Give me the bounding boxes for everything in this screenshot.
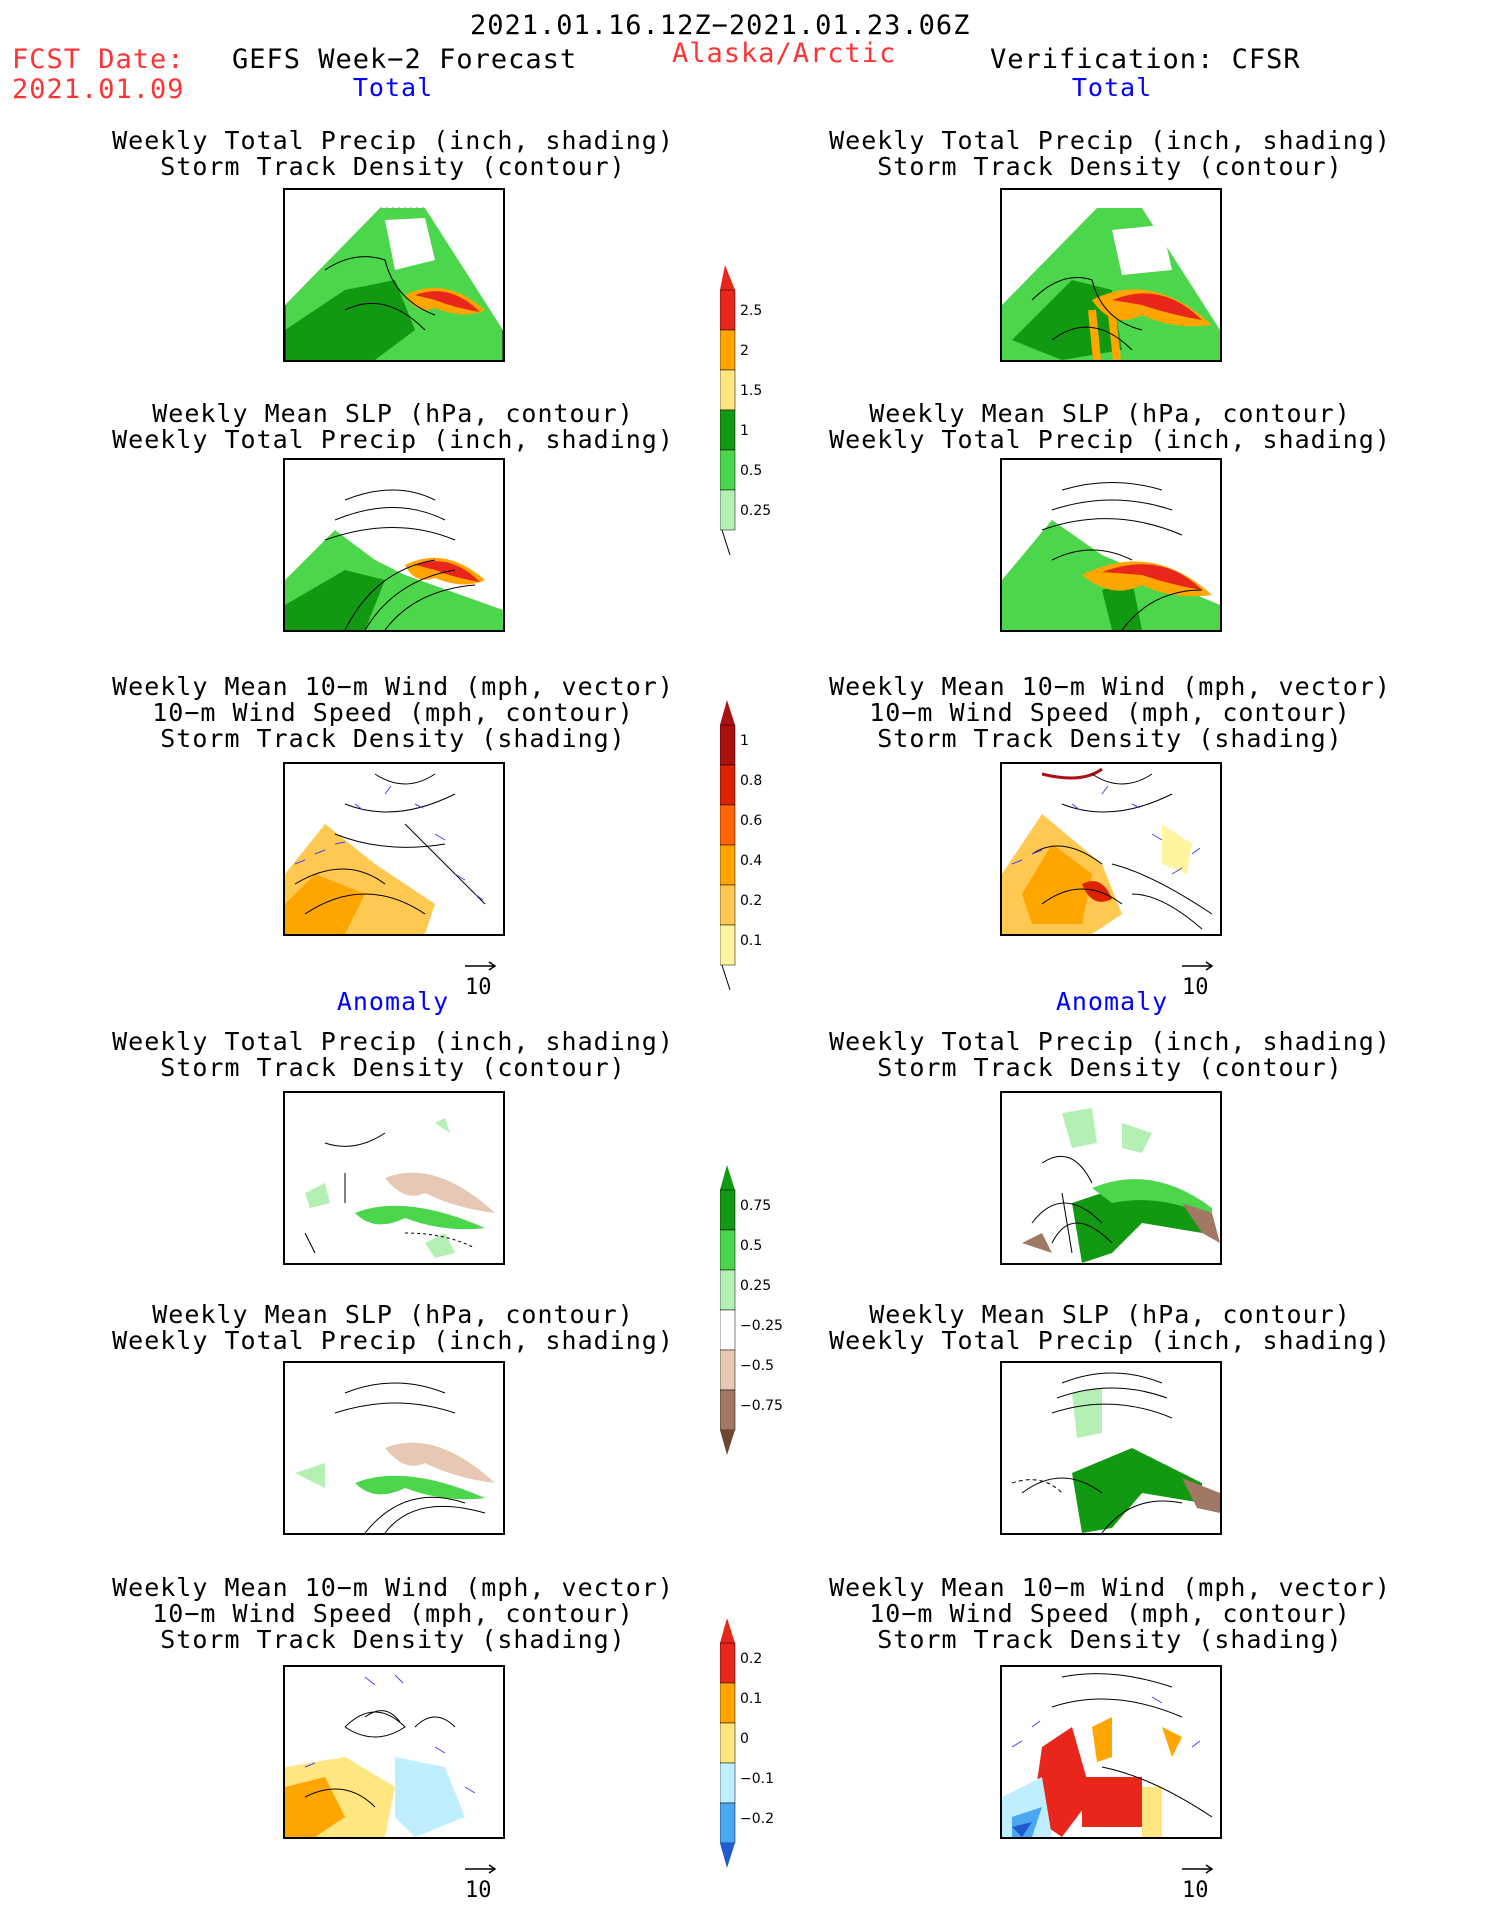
- panel-title-line: Weekly Mean 10−m Wind (mph, vector): [112, 672, 674, 701]
- colorbar-track-anom: 0.2 0.1 0 −0.1 −0.2: [720, 1618, 774, 1868]
- colorbar-tick: 0.1: [740, 933, 762, 949]
- map-anom-wind-gefs: [283, 1665, 505, 1839]
- map-total-wind-cfsr: [1000, 762, 1222, 936]
- vector-reference-label: 10: [465, 975, 492, 1000]
- colorbar-tick: 0.1: [740, 1691, 762, 1707]
- map-total-slp-gefs: [283, 458, 505, 632]
- panel-title-line: Weekly Mean SLP (hPa, contour): [152, 399, 634, 428]
- date-range-title: 2021.01.16.12Z−2021.01.23.06Z: [470, 10, 971, 41]
- panel-title-line: Weekly Total Precip (inch, shading): [829, 1326, 1391, 1355]
- panel-title-line: Weekly Mean 10−m Wind (mph, vector): [112, 1573, 674, 1602]
- section-total-right: Total: [1071, 73, 1153, 102]
- colorbar-tick: 0.6: [740, 813, 762, 829]
- colorbar-tick: 0.25: [740, 503, 771, 519]
- colorbar-tick: 0.5: [740, 1238, 762, 1254]
- verification-title: Verification: CFSR: [990, 44, 1301, 75]
- colorbar-tick: 0.8: [740, 773, 762, 789]
- colorbar-tick: 1.5: [740, 383, 762, 399]
- panel-title-line: Weekly Total Precip (inch, shading): [112, 425, 674, 454]
- region-title: Alaska/Arctic: [672, 38, 897, 69]
- colorbar-tick: −0.1: [740, 1771, 774, 1787]
- section-anomaly-right: Anomaly: [1055, 987, 1169, 1016]
- section-total-left: Total: [352, 73, 434, 102]
- panel-title-line: Storm Track Density (shading): [877, 724, 1343, 753]
- colorbar-tick: 0.4: [740, 853, 762, 869]
- panel-title-line: Storm Track Density (contour): [877, 1053, 1343, 1082]
- panel-title-line: Weekly Total Precip (inch, shading): [112, 1326, 674, 1355]
- panel-title-line: Weekly Mean SLP (hPa, contour): [152, 1300, 634, 1329]
- panel-title-line: Storm Track Density (contour): [160, 152, 626, 181]
- panel-title-line: Weekly Mean 10−m Wind (mph, vector): [829, 672, 1391, 701]
- fcst-date-value: 2021.01.09: [12, 74, 185, 105]
- map-anom-precip-cfsr: [1000, 1091, 1222, 1265]
- vector-reference-label: 10: [1182, 975, 1209, 1000]
- colorbar-tick: −0.5: [740, 1358, 774, 1374]
- panel-title-line: 10−m Wind Speed (mph, contour): [152, 1599, 634, 1628]
- panel-title-line: Weekly Mean 10−m Wind (mph, vector): [829, 1573, 1391, 1602]
- colorbar-tick: −0.25: [740, 1318, 783, 1334]
- panel-title-line: 10−m Wind Speed (mph, contour): [869, 698, 1351, 727]
- vector-reference: 10: [1182, 952, 1216, 1000]
- panel-title-line: Storm Track Density (shading): [160, 724, 626, 753]
- panel-title-line: Weekly Total Precip (inch, shading): [829, 1027, 1391, 1056]
- map-total-precip-cfsr: [1000, 188, 1222, 362]
- colorbar-tick: −0.75: [740, 1398, 783, 1414]
- map-anom-wind-cfsr: [1000, 1665, 1222, 1839]
- panel-title-line: 10−m Wind Speed (mph, contour): [869, 1599, 1351, 1628]
- panel-title-line: Weekly Total Precip (inch, shading): [112, 126, 674, 155]
- vector-reference: 10: [465, 952, 499, 1000]
- colorbar-tick: −0.2: [740, 1811, 774, 1827]
- colorbar-tick: 0.25: [740, 1278, 771, 1294]
- vector-reference-label: 10: [465, 1878, 492, 1903]
- map-anom-precip-gefs: [283, 1091, 505, 1265]
- map-total-precip-gefs: [283, 188, 505, 362]
- panel-title-line: Weekly Mean SLP (hPa, contour): [869, 1300, 1351, 1329]
- colorbar-tick: 2: [740, 343, 749, 359]
- map-anom-slp-gefs: [283, 1361, 505, 1535]
- vector-reference: 10: [465, 1855, 499, 1903]
- section-anomaly-left: Anomaly: [336, 987, 450, 1016]
- colorbar-tick: 1: [740, 733, 749, 749]
- panel-title-line: Weekly Mean SLP (hPa, contour): [869, 399, 1351, 428]
- panel-title-line: Storm Track Density (contour): [160, 1053, 626, 1082]
- colorbar-tick: 1: [740, 423, 749, 439]
- vector-reference: 10: [1182, 1855, 1216, 1903]
- panel-title-line: 10−m Wind Speed (mph, contour): [152, 698, 634, 727]
- colorbar-tick: 0.5: [740, 463, 762, 479]
- colorbar-tick: 0: [740, 1731, 749, 1747]
- vector-reference-label: 10: [1182, 1878, 1209, 1903]
- panel-title-line: Weekly Total Precip (inch, shading): [112, 1027, 674, 1056]
- colorbar-precip-anom: 0.75 0.5 0.25 −0.25 −0.5 −0.75: [720, 1165, 783, 1455]
- panel-title-line: Storm Track Density (shading): [877, 1625, 1343, 1654]
- fcst-date-label: FCST Date:: [12, 44, 185, 75]
- colorbar-tick: 0.2: [740, 893, 762, 909]
- panel-title-line: Storm Track Density (shading): [160, 1625, 626, 1654]
- forecast-title: GEFS Week−2 Forecast: [232, 44, 578, 75]
- colorbar-tick: 0.75: [740, 1198, 771, 1214]
- map-total-slp-cfsr: [1000, 458, 1222, 632]
- colorbar-precip-total: 2.5 2 1.5 1 0.5 0.25: [720, 265, 771, 555]
- colorbar-tick: 2.5: [740, 303, 762, 319]
- panel-title-line: Storm Track Density (contour): [877, 152, 1343, 181]
- map-total-wind-gefs: [283, 762, 505, 936]
- colorbar-track-total: 1 0.8 0.6 0.4 0.2 0.1: [720, 700, 762, 990]
- colorbar-tick: 0.2: [740, 1651, 762, 1667]
- map-anom-slp-cfsr: [1000, 1361, 1222, 1535]
- panel-title-line: Weekly Total Precip (inch, shading): [829, 126, 1391, 155]
- panel-title-line: Weekly Total Precip (inch, shading): [829, 425, 1391, 454]
